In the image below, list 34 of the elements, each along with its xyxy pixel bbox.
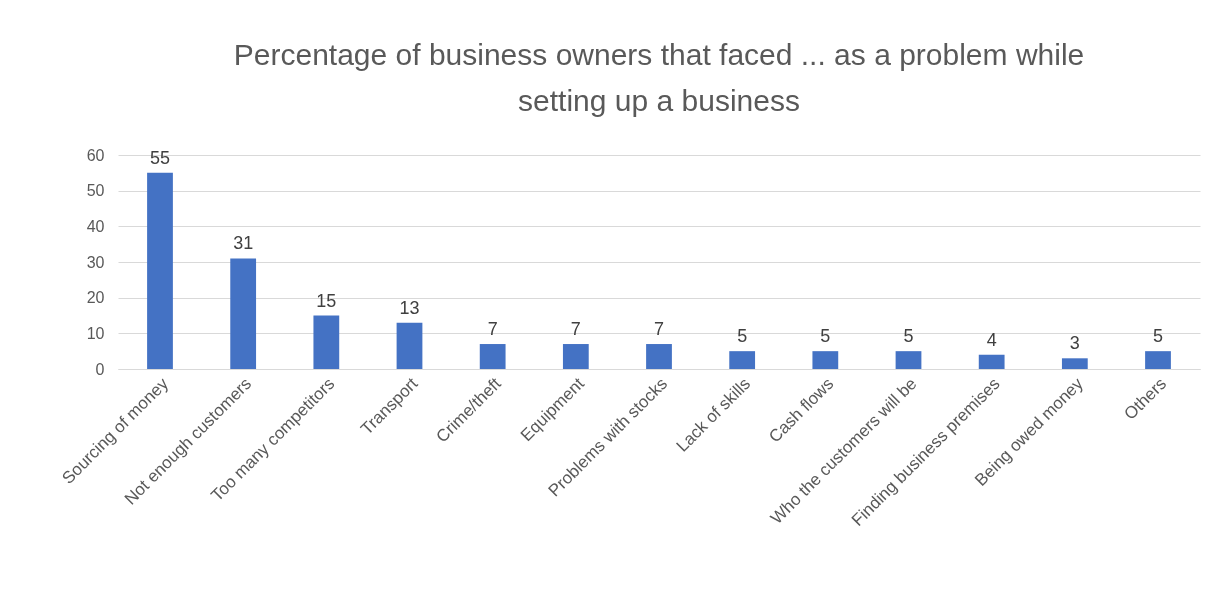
- data-label: 55: [149, 147, 171, 168]
- data-label: 5: [737, 326, 748, 347]
- data-label: 7: [487, 319, 498, 340]
- bar: [895, 351, 922, 369]
- data-label: 4: [986, 329, 997, 350]
- data-label: 5: [820, 326, 831, 347]
- bar: [147, 172, 173, 369]
- bar: [1061, 358, 1088, 369]
- bar: [230, 258, 257, 369]
- bar: [562, 344, 589, 369]
- bar: [396, 322, 423, 369]
- y-tick-label: 30: [86, 253, 105, 271]
- data-label: 7: [653, 319, 665, 340]
- bar: [646, 344, 672, 369]
- data-label: 15: [316, 290, 337, 311]
- bar: [1145, 351, 1171, 369]
- data-label: 7: [570, 319, 581, 340]
- y-tick-label: 40: [86, 217, 105, 235]
- y-tick-label: 10: [86, 324, 105, 342]
- data-label: 5: [903, 326, 914, 347]
- data-label: 5: [1152, 326, 1164, 347]
- chart-title: Percentage of business owners that faced ... as a problem while setting up a business: [233, 38, 1085, 117]
- y-tick-label: 50: [86, 182, 105, 200]
- y-tick-label: 60: [86, 146, 105, 164]
- bar: [729, 351, 756, 369]
- data-label: 3: [1069, 333, 1080, 354]
- y-tick-label: 0: [95, 360, 105, 378]
- data-label: 31: [233, 233, 254, 254]
- bar: [479, 344, 506, 369]
- bar: [313, 315, 340, 369]
- data-label: 13: [399, 297, 420, 318]
- bar: [978, 354, 1005, 369]
- bar: [812, 351, 839, 369]
- y-tick-label: 20: [86, 289, 105, 307]
